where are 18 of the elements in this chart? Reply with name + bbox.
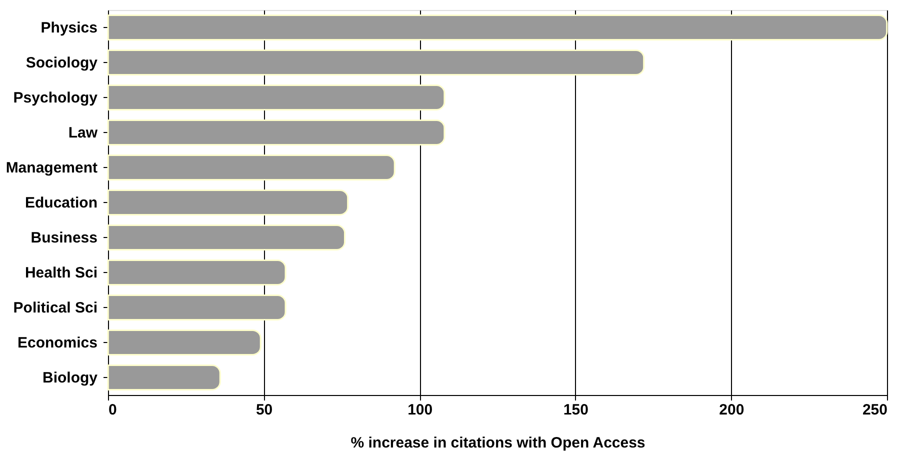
y-tick-label: Biology [42, 370, 98, 386]
y-tick-label: Economics [17, 334, 98, 352]
y-tick-label: Physics [40, 20, 98, 36]
x-axis-title: % increase in citations with Open Access [350, 434, 646, 452]
x-tick-label: 250 [862, 402, 888, 418]
y-tick-label: Law [68, 124, 98, 142]
x-tick-label: 200 [719, 402, 744, 418]
y-tick-label: Health Sci [24, 264, 98, 282]
y-tick-label: Management [6, 160, 98, 176]
x-tick-label: 100 [408, 402, 433, 418]
x-tick-label: 50 [256, 402, 273, 418]
y-tick-label: Sociology [26, 54, 98, 72]
x-tick-label: 0 [108, 402, 117, 418]
y-tick-label: Psychology [13, 90, 98, 106]
x-tick-label: 150 [563, 402, 588, 418]
y-tick-label: Education [24, 194, 98, 212]
y-tick-label: Business [30, 230, 98, 246]
y-tick-label: Political Sci [13, 300, 98, 316]
